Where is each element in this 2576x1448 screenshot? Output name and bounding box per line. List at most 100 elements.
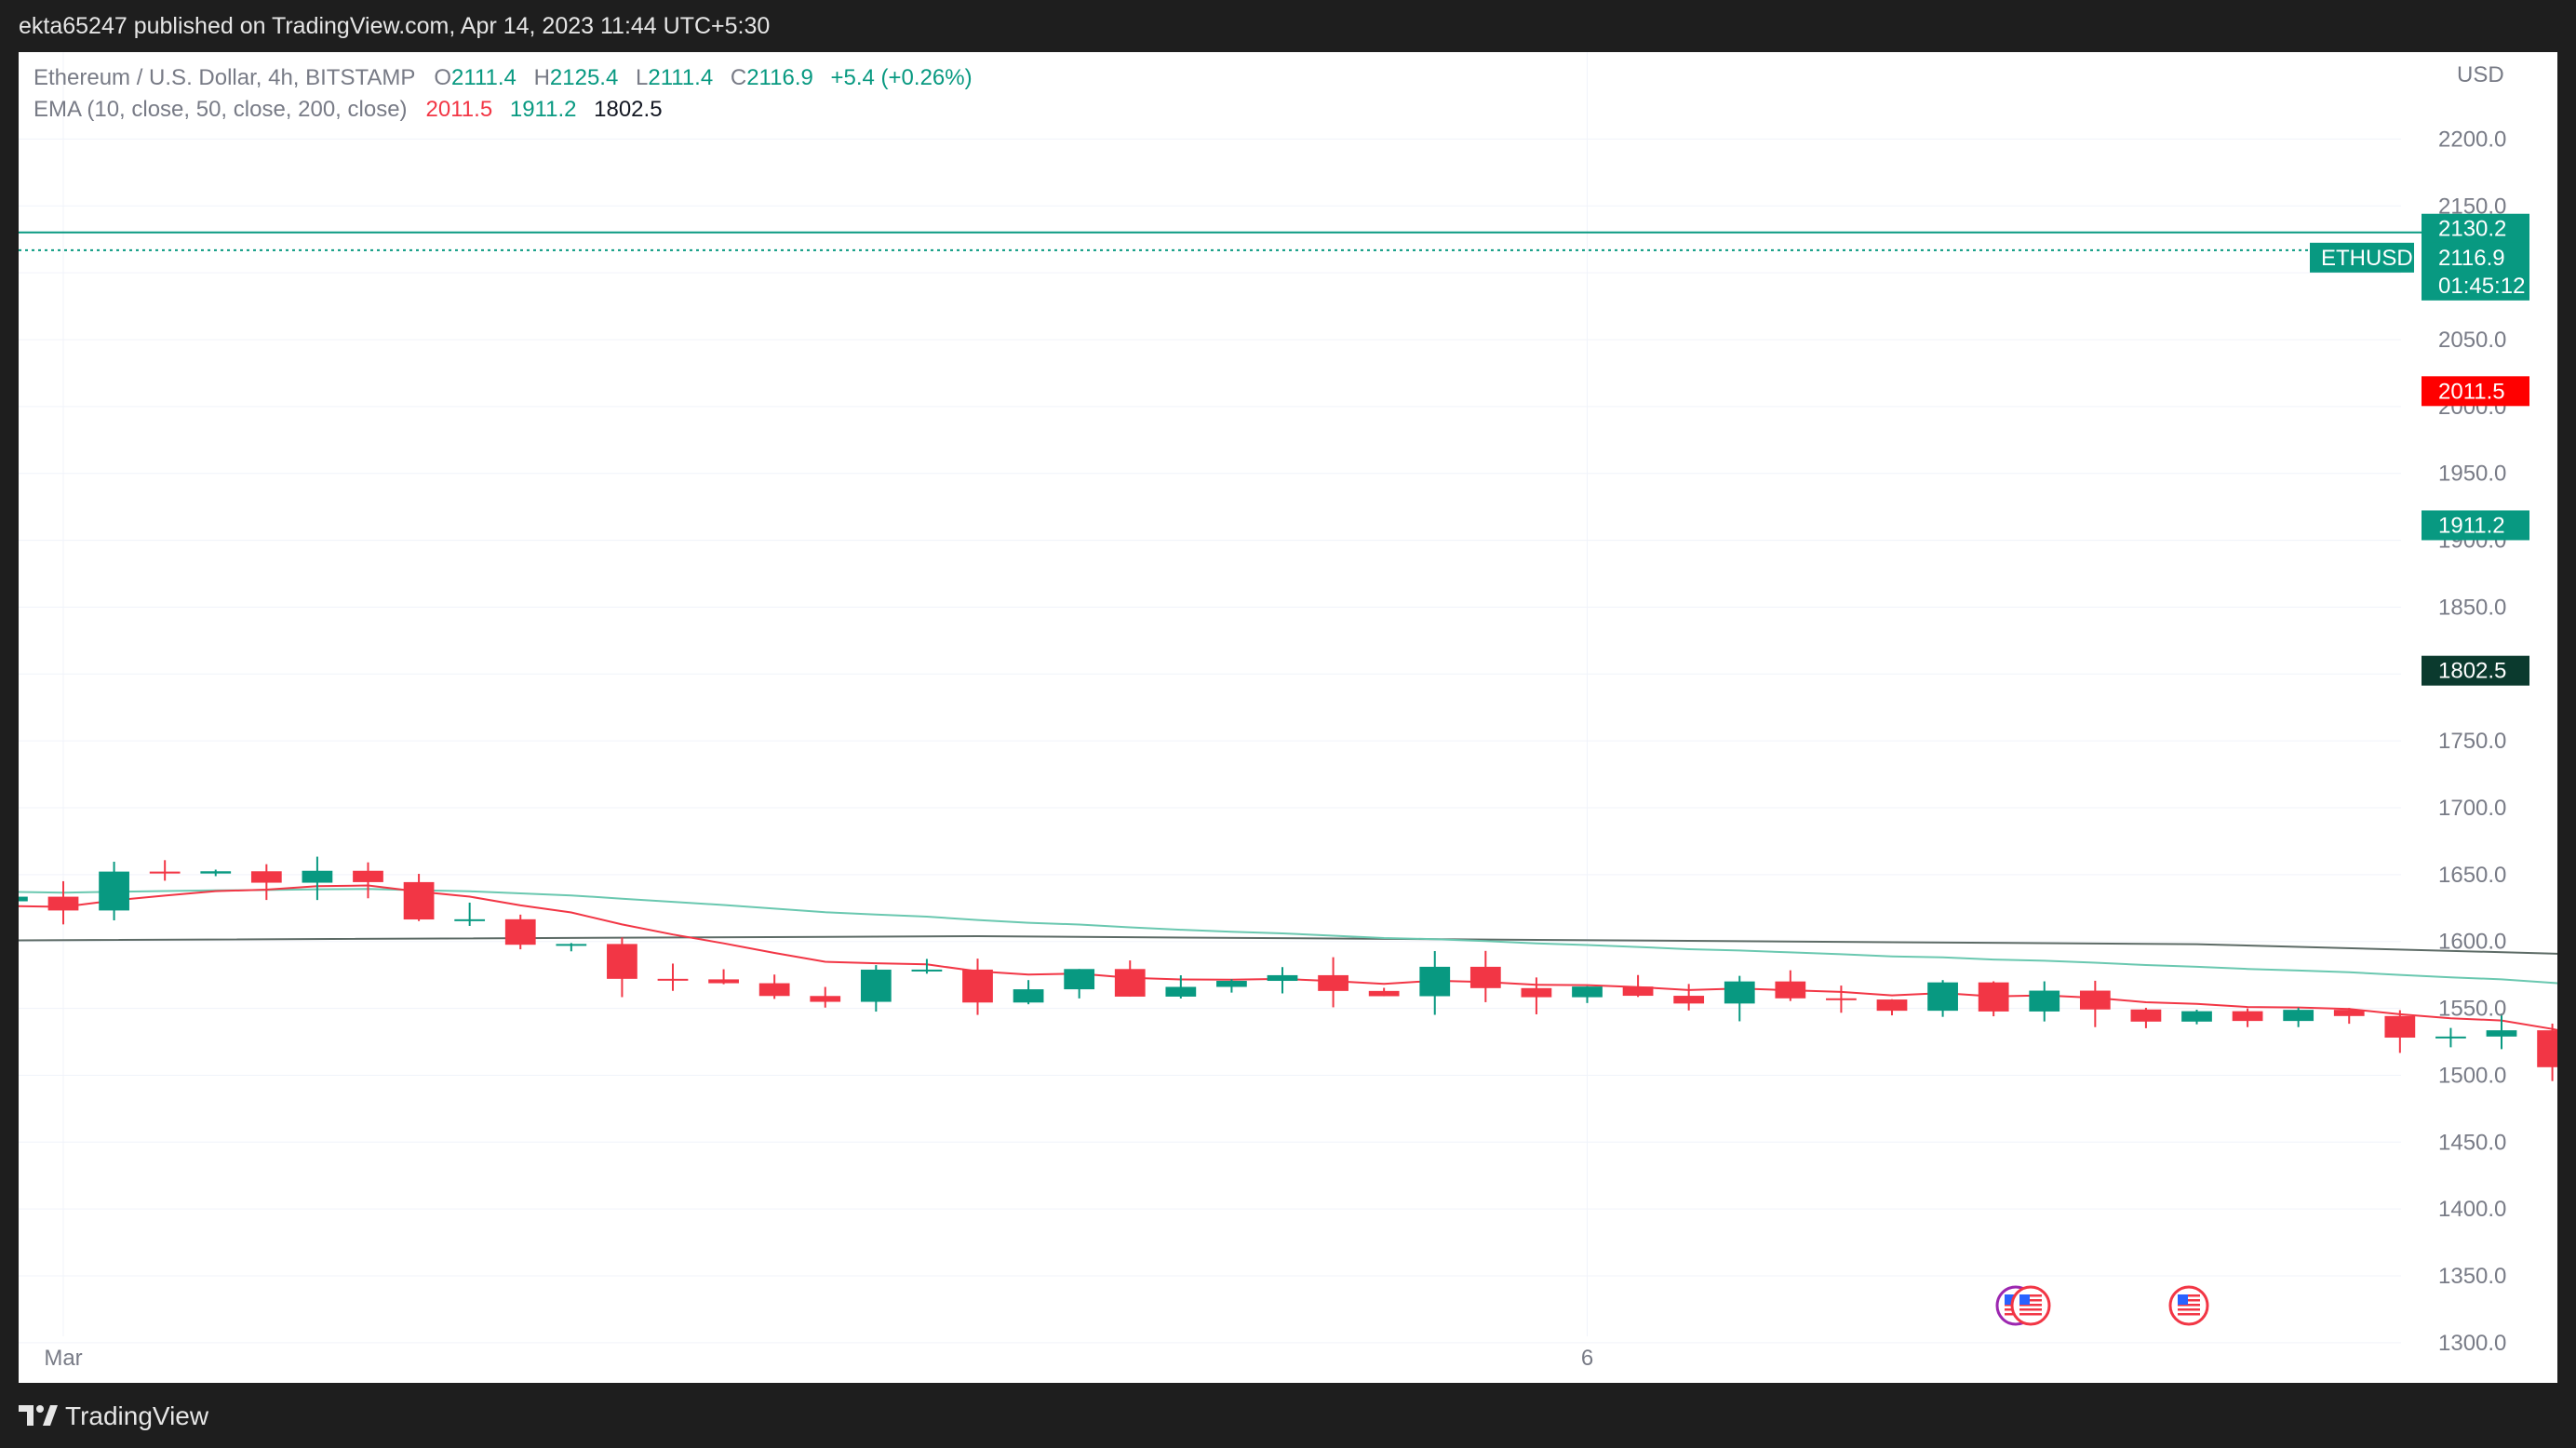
candle-up <box>200 871 232 874</box>
candle-down <box>403 881 435 920</box>
price-tag-value: 2130.2 <box>2438 217 2506 242</box>
price-tick-label: 1450.0 <box>2438 1130 2506 1155</box>
ema200-layer <box>19 934 2557 955</box>
candle-down <box>1622 986 1654 997</box>
price-tag-last <box>2422 242 2529 301</box>
ema50-layer <box>19 888 2557 985</box>
grid-layer <box>19 52 2401 1344</box>
change-value: +5.4 (+0.26%) <box>830 65 973 90</box>
candle-up <box>860 969 892 1002</box>
currency-label: USD <box>2457 62 2504 87</box>
candle-down <box>962 969 993 1003</box>
candle-down <box>149 871 181 874</box>
time-axis[interactable]: Mar613:301313:302013:3027Apr51013:301713… <box>44 1346 2557 1371</box>
price-tag-value: 2116.9 <box>2438 246 2505 271</box>
symbol-tag-label: ETHUSD <box>2321 246 2413 271</box>
price-tag-ema200 <box>2422 655 2529 686</box>
flag-stripe <box>2019 1304 2042 1307</box>
price-tick-label: 1300.0 <box>2438 1331 2506 1356</box>
candle-up <box>2486 1030 2517 1037</box>
price-tick-label: 1600.0 <box>2438 930 2506 955</box>
price-tick-label: 2050.0 <box>2438 328 2506 353</box>
candle-up <box>556 944 587 946</box>
flag-stripe <box>2019 1313 2042 1316</box>
tradingview-logo-icon <box>19 1405 58 1426</box>
candle-down <box>1368 990 1400 997</box>
symbol-legend: Ethereum / U.S. Dollar, 4h, BITSTAMP O 21… <box>34 65 973 91</box>
candle-down <box>758 983 790 997</box>
candle-up <box>1267 974 1298 982</box>
candle-down <box>1521 987 1552 998</box>
ema-indicator-label: EMA (10, close, 50, close, 200, close) <box>34 97 408 122</box>
ema10-line <box>19 884 2557 1031</box>
candle-layer <box>19 856 2557 1081</box>
close-label: C <box>730 65 747 90</box>
flag-stripe <box>2178 1313 2200 1316</box>
candle-up <box>2435 1036 2466 1039</box>
candle-down <box>1775 981 1806 999</box>
candle-up <box>2181 1011 2212 1022</box>
candle-down <box>2079 990 2111 1010</box>
price-tick-label: 1500.0 <box>2438 1063 2506 1088</box>
candle-up <box>2283 1010 2314 1022</box>
footer-bar: TradingView <box>0 1383 2576 1448</box>
candle-down <box>607 944 637 979</box>
candle-down <box>2333 1010 2365 1016</box>
candle-down <box>2384 1015 2416 1039</box>
price-level-layer <box>19 231 2422 251</box>
candle-up <box>1419 966 1451 997</box>
candle-down <box>2232 1011 2263 1022</box>
candle-up <box>911 969 943 972</box>
candle-up <box>1013 989 1044 1003</box>
open-label: O <box>434 65 452 90</box>
flag-stripe <box>2178 1299 2200 1302</box>
price-tags-layer: 2130.2 2116.9 01:45:12 ETHUSD 2011.5 1911.2 18… <box>2310 213 2529 686</box>
price-tag-value: 1802.5 <box>2438 659 2506 684</box>
flag-canton <box>2178 1294 2188 1305</box>
candle-up <box>2029 990 2060 1012</box>
tradingview-brand-text: TradingView <box>65 1401 209 1430</box>
candle-down <box>708 979 739 984</box>
candle-up <box>99 871 129 911</box>
price-tag-value: 1911.2 <box>2438 513 2505 538</box>
price-tag-ema10 <box>2422 376 2529 407</box>
ema50-value: 1911.2 <box>509 97 577 122</box>
time-tick-label: 6 <box>1581 1346 1593 1371</box>
flag-stripe <box>2019 1308 2042 1311</box>
high-label: H <box>533 65 550 90</box>
ema200-line <box>19 934 2557 955</box>
price-tick-label: 1950.0 <box>2438 462 2506 487</box>
candle-up <box>1064 969 1095 990</box>
symbol-description: Ethereum / U.S. Dollar, 4h, BITSTAMP <box>34 65 416 90</box>
close-value: 2116.9 <box>746 65 813 90</box>
candle-down <box>1876 999 1908 1012</box>
flag-stripe <box>2178 1304 2200 1307</box>
ema200-value: 1802.5 <box>594 97 663 122</box>
economic-events-layer[interactable] <box>1995 1285 2209 1326</box>
symbol-tag <box>2310 242 2414 273</box>
flag-stripe <box>2178 1294 2200 1297</box>
price-tag-value: 2011.5 <box>2438 379 2505 404</box>
flag-canton <box>2005 1294 2015 1305</box>
candle-down <box>1318 974 1348 991</box>
price-tick-label: 1850.0 <box>2438 595 2506 620</box>
candle-down <box>810 996 841 1002</box>
us-flag-event-icon <box>2168 1285 2209 1326</box>
low-label: L <box>635 65 649 90</box>
low-value: 2111.4 <box>648 65 714 90</box>
candle-up <box>454 918 486 921</box>
high-value: 2125.4 <box>549 65 619 90</box>
bar-countdown: 01:45:12 <box>2438 274 2525 299</box>
candle-up <box>1927 982 1958 1012</box>
candle-down <box>1673 996 1705 1004</box>
price-tag-ema50 <box>2422 510 2529 541</box>
price-tick-label: 1400.0 <box>2438 1197 2506 1222</box>
price-tick-label: 1550.0 <box>2438 997 2506 1022</box>
candle-down <box>47 896 79 911</box>
chart-pane[interactable]: 1300.0 1350.0 1400.0 1450.0 1500.0 1550.0 1600… <box>19 52 2557 1383</box>
candle-up <box>1165 986 1197 997</box>
candle-up <box>302 870 333 883</box>
price-chart-svg[interactable]: 1300.0 1350.0 1400.0 1450.0 1500.0 1550.0 1600… <box>19 52 2557 1383</box>
flag-canton <box>2019 1294 2030 1305</box>
price-tick-label: 1750.0 <box>2438 729 2506 754</box>
